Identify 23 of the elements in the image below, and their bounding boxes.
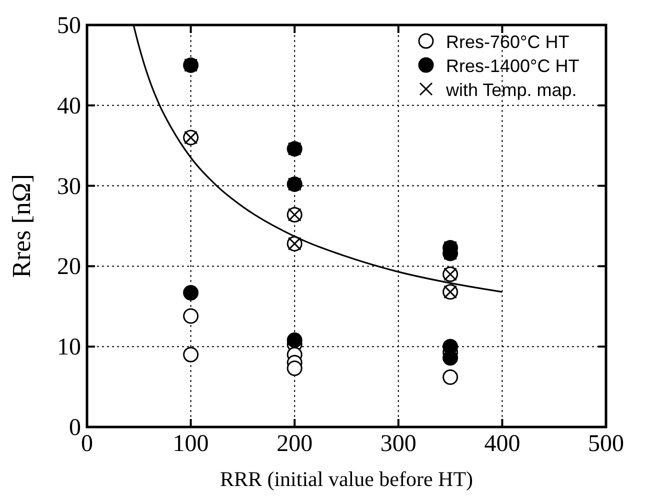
point xyxy=(442,369,458,385)
y-tick-label: 30 xyxy=(57,174,81,200)
point xyxy=(183,284,199,300)
point xyxy=(286,360,302,376)
point xyxy=(183,308,199,324)
x-tick-label: 300 xyxy=(380,431,416,457)
legend-label: with Temp. map. xyxy=(445,80,577,100)
y-tick-label: 40 xyxy=(57,93,81,120)
x-tick-label: 100 xyxy=(172,431,209,457)
point xyxy=(442,350,458,366)
x-tick-label: 400 xyxy=(484,431,520,457)
x-tick-label: 500 xyxy=(588,431,624,457)
y-axis-title: Rres [nΩ] xyxy=(7,174,36,278)
point xyxy=(183,346,199,362)
y-tick-label: 20 xyxy=(57,254,81,280)
y-tick-label: 50 xyxy=(57,13,81,39)
y-tick-label: 10 xyxy=(57,334,81,361)
point xyxy=(286,332,302,348)
x-tick-label: 200 xyxy=(276,431,313,457)
legend-label: Rres-1400°C HT xyxy=(446,56,580,76)
legend-label: Rres-760°C HT xyxy=(446,32,570,52)
y-tick-label: 0 xyxy=(69,415,81,441)
x-axis-title: RRR (initial value before HT) xyxy=(220,467,474,491)
